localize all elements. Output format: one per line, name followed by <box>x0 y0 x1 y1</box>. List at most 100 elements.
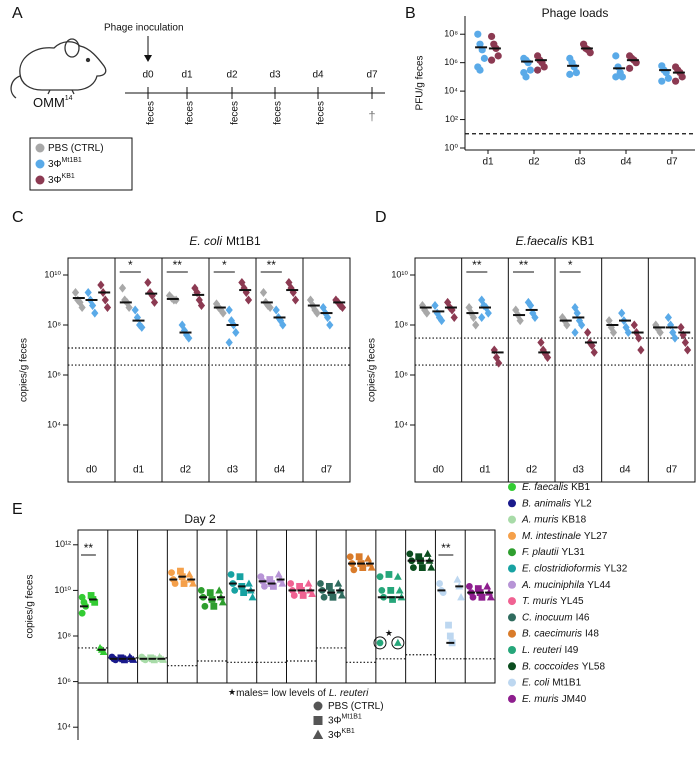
data-point <box>78 303 86 313</box>
data-point <box>185 570 194 578</box>
day-label: d0 <box>142 70 154 81</box>
mouse-eye <box>85 57 91 63</box>
legend-marker <box>508 564 516 573</box>
data-point <box>410 564 417 571</box>
y-tick-label: 10¹⁰ <box>44 269 61 279</box>
panel-label: B <box>405 5 416 22</box>
data-point <box>423 308 431 318</box>
data-point <box>197 301 206 311</box>
data-point <box>573 308 581 318</box>
data-point <box>656 328 664 338</box>
legend-marker <box>35 159 45 169</box>
x-tick-label: d2 <box>526 465 538 476</box>
data-point <box>244 295 253 305</box>
legend-strain: I46 <box>576 612 590 623</box>
data-point <box>150 656 158 664</box>
data-point <box>637 345 645 355</box>
data-point <box>180 580 188 587</box>
data-point <box>232 328 240 338</box>
data-point <box>395 586 404 594</box>
legend-marker <box>508 548 516 557</box>
data-point <box>350 566 358 574</box>
data-point <box>189 579 197 587</box>
data-point <box>571 303 579 313</box>
x-tick-label: d7 <box>666 465 678 476</box>
data-point <box>609 328 618 338</box>
data-point <box>364 554 373 562</box>
legend-marker <box>35 175 45 185</box>
mouse-body <box>19 41 107 91</box>
data-point <box>385 571 393 578</box>
data-point <box>486 593 495 601</box>
data-point <box>218 598 227 606</box>
data-point <box>197 587 205 594</box>
legend-label: 3ΦKB1 <box>48 173 75 186</box>
legend-species: E. clostridioformis <box>522 563 601 574</box>
shape-legend-label: 3ΦKB1 <box>328 728 355 741</box>
x-tick-label: d2 <box>528 157 540 168</box>
data-point <box>338 591 346 599</box>
data-point <box>376 573 384 581</box>
y-tick-label: 10⁶ <box>47 369 61 379</box>
data-point <box>524 297 532 307</box>
data-point <box>308 589 317 597</box>
shape-legend-text: PBS (CTRL) <box>328 701 384 712</box>
legend-species: M. intestinale <box>522 531 581 542</box>
annotation-species: L. reuteri <box>329 688 369 699</box>
data-point <box>635 333 643 343</box>
data-point <box>185 333 193 343</box>
data-point <box>480 301 488 311</box>
x-tick-label: d1 <box>133 465 145 476</box>
x-tick-label: d2 <box>180 465 192 476</box>
data-point <box>406 550 414 558</box>
legend-text: PBS (CTRL) <box>48 143 104 154</box>
panel-label: D <box>375 209 387 226</box>
legend-label: C. inocuum I46 <box>522 612 590 623</box>
x-tick-label: d3 <box>574 157 586 168</box>
data-point <box>227 571 235 578</box>
legend-strain: YL45 <box>560 596 584 607</box>
data-point <box>225 305 233 315</box>
sampling-label: feces <box>185 101 196 125</box>
data-point <box>522 73 530 81</box>
legend-label: B. coccoides YL58 <box>522 661 605 672</box>
legend-label: E. muris JM40 <box>522 694 587 705</box>
data-point <box>531 312 539 322</box>
data-point <box>231 587 239 594</box>
data-point <box>274 570 283 578</box>
data-point <box>168 569 175 577</box>
data-point <box>624 328 632 338</box>
data-point <box>313 701 323 711</box>
legend-species: B. caecimuris <box>522 628 582 639</box>
data-point <box>248 593 257 601</box>
data-point <box>469 593 477 601</box>
legend-strain: Mt1B1 <box>552 677 581 688</box>
data-point <box>346 553 354 561</box>
chart-title: Phage loads <box>542 6 609 20</box>
day-label: d2 <box>226 70 238 81</box>
data-point <box>450 312 458 322</box>
legend-marker <box>508 613 516 622</box>
day-label: d3 <box>269 70 281 81</box>
y-tick-label: 10⁸ <box>57 630 71 640</box>
inoculation-label: Phage inoculation <box>104 23 184 34</box>
data-point <box>225 337 233 347</box>
legend-marker <box>508 580 516 589</box>
legend-marker <box>508 483 516 491</box>
data-point <box>138 322 146 332</box>
data-point <box>478 312 486 322</box>
data-point <box>99 647 108 655</box>
significance-label: * <box>568 258 573 272</box>
significance-label: ** <box>472 258 482 272</box>
data-point <box>84 287 92 297</box>
significance-label: ** <box>84 541 94 555</box>
data-point <box>334 579 343 587</box>
significance-label: ** <box>441 541 451 555</box>
mouse-feet <box>47 89 75 95</box>
data-point <box>240 589 248 597</box>
data-point <box>118 283 127 293</box>
arrow-head <box>144 55 152 62</box>
data-point <box>446 632 454 640</box>
significance-label: ** <box>519 258 529 272</box>
data-point <box>478 593 486 601</box>
